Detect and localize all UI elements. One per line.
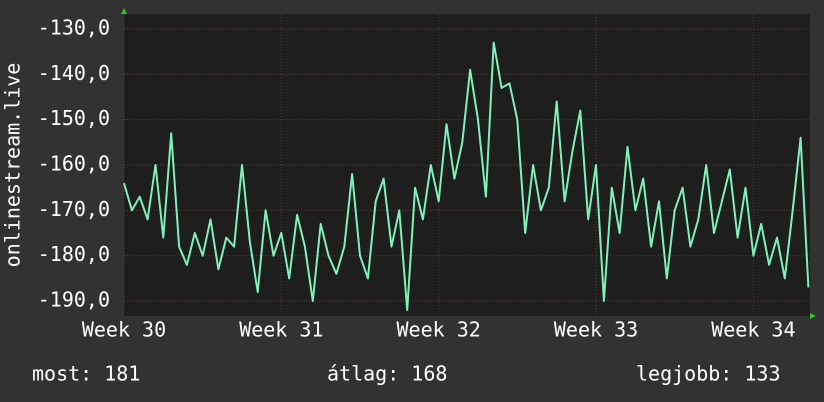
x-tick-label: Week 31 [239,318,323,342]
x-tick-label: Week 34 [711,318,795,342]
y-axis-title: onlinestream.live [1,63,25,268]
y-tick-label: -170,0 [38,197,110,221]
x-tick-label: Week 30 [82,318,166,342]
stat-current: most: 181 [32,362,140,386]
y-tick-label: -130,0 [38,15,110,39]
y-tick-label: -150,0 [38,106,110,130]
axis-arrow [121,8,127,14]
y-tick-label: -160,0 [38,152,110,176]
data-line [123,41,810,312]
y-tick-label: -140,0 [38,61,110,85]
stat-best: legjobb: 133 [636,362,781,386]
x-tick-label: Week 33 [554,318,638,342]
stat-average: átlag: 168 [327,362,447,386]
y-tick-label: -190,0 [38,288,110,312]
x-tick-label: Week 32 [397,318,481,342]
axis-arrow [810,313,816,319]
y-tick-label: -180,0 [38,242,110,266]
